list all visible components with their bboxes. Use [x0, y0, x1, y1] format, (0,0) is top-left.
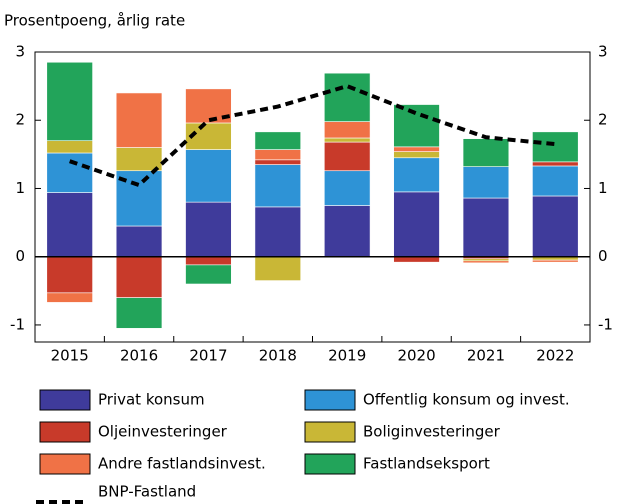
bar: [46, 140, 93, 154]
bar: [323, 137, 371, 143]
bar: [254, 131, 302, 150]
bar: [323, 141, 371, 172]
bar: [115, 256, 163, 298]
legend-label: Oljeinvesteringer: [98, 423, 228, 441]
bar: [46, 292, 93, 303]
bar: [532, 259, 579, 263]
bar: [185, 264, 232, 285]
chart-subtitle: Prosentpoeng, årlig rate: [4, 12, 185, 30]
x-tick-label: 2021: [467, 347, 505, 365]
y2-tick-label: -1: [598, 315, 613, 333]
bar: [46, 192, 93, 258]
bar: [532, 131, 579, 163]
legend-swatch: [39, 389, 91, 411]
x-tick-label: 2019: [328, 347, 366, 365]
legend-swatch: [304, 421, 356, 443]
y2-tick-label: 2: [598, 111, 608, 129]
y-tick-label: 3: [15, 43, 25, 61]
x-tick-label: 2016: [120, 347, 158, 365]
bar: [393, 256, 440, 263]
bar: [254, 256, 302, 281]
y2-tick-label: 1: [598, 179, 608, 197]
bar: [254, 206, 302, 258]
bar: [532, 161, 579, 167]
bar: [462, 197, 510, 258]
bar: [462, 166, 510, 199]
bar: [393, 191, 440, 258]
y2-tick-label: 0: [598, 247, 608, 265]
bar: [46, 256, 93, 294]
bar: [323, 205, 371, 258]
bar: [185, 256, 232, 266]
bar: [185, 201, 232, 258]
legend-swatch: [39, 421, 91, 443]
legend-label: BNP-Fastland: [98, 483, 196, 501]
legend-label: Boliginvesteringer: [363, 423, 501, 441]
bar: [323, 170, 371, 206]
bar: [115, 92, 163, 148]
bar: [532, 195, 579, 258]
bar: [115, 147, 163, 172]
legend-label: Fastlandseksport: [363, 455, 490, 473]
bar: [115, 225, 163, 258]
bar: [393, 151, 440, 159]
y2-tick-label: 3: [598, 43, 608, 61]
legend-swatch: [39, 453, 91, 475]
y-tick-label: 0: [15, 247, 25, 265]
legend-label: Andre fastlandsinvest.: [98, 455, 266, 473]
bar: [46, 152, 93, 193]
bar: [462, 138, 510, 167]
bar: [115, 297, 163, 329]
x-tick-label: 2022: [536, 347, 574, 365]
legend-label: Privat konsum: [98, 391, 205, 409]
bar: [393, 157, 440, 193]
bar: [462, 260, 510, 264]
line: [69, 84, 556, 188]
bar: [254, 164, 302, 208]
bar: [46, 61, 93, 142]
bar: [254, 159, 302, 165]
bar: [393, 146, 440, 152]
y-tick-label: 1: [15, 179, 25, 197]
bar: [185, 149, 232, 203]
legend-swatch: [304, 389, 356, 411]
x-tick-label: 2018: [259, 347, 297, 365]
bar: [532, 165, 579, 197]
x-tick-label: 2015: [51, 347, 89, 365]
y-tick-label: -1: [10, 315, 25, 333]
bar: [323, 72, 371, 122]
y-tick-label: 2: [15, 111, 25, 129]
legend-label: Offentlig konsum og invest.: [363, 391, 570, 409]
x-tick-label: 2017: [189, 347, 227, 365]
bar: [393, 104, 440, 148]
bar: [323, 121, 371, 139]
x-tick-label: 2020: [397, 347, 435, 365]
bar: [254, 149, 302, 161]
legend-swatch: [304, 453, 356, 475]
bar: [462, 258, 510, 262]
